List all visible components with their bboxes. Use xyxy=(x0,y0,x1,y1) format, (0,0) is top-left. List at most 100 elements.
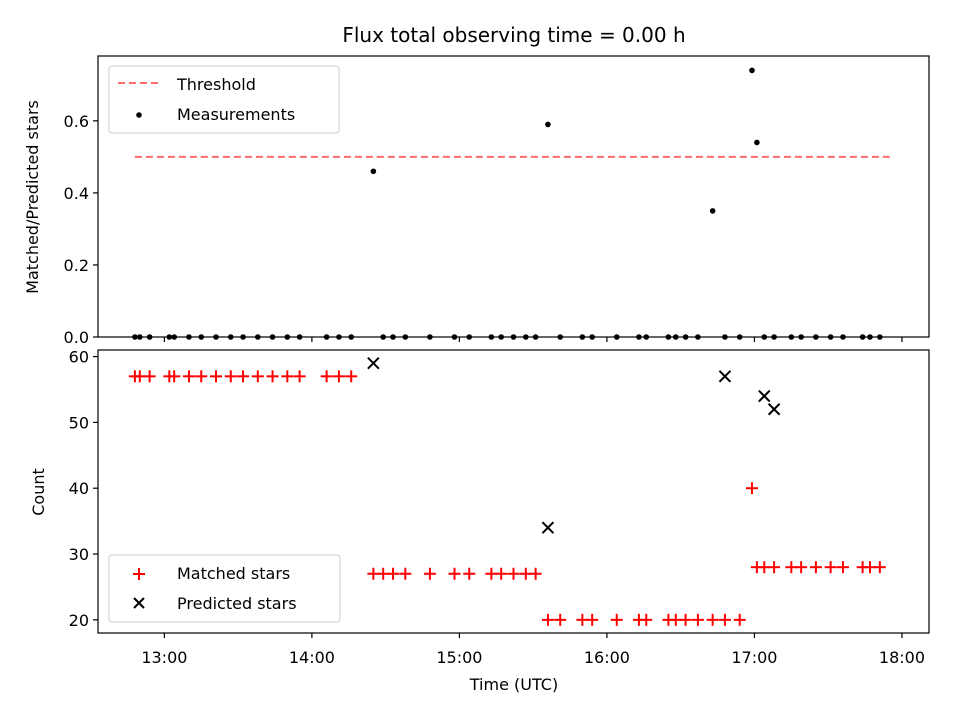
measurement-point xyxy=(545,121,551,128)
bottom-legend-box xyxy=(108,554,341,623)
matched-star-point xyxy=(733,613,746,626)
measurement-point xyxy=(370,168,377,175)
legend-matched-marker xyxy=(133,568,145,580)
matched-star-point xyxy=(610,613,623,626)
y-tick-label: 60 xyxy=(69,348,89,367)
bottom-x-ticks: 13:00 14:00 15:00 16:00 17:00 18:00 xyxy=(141,633,925,667)
measurement-point xyxy=(227,334,234,340)
top-x-ticks xyxy=(163,337,903,342)
x-tick-label: 16:00 xyxy=(584,648,630,667)
predicted-star-point xyxy=(718,370,732,383)
measurement-point xyxy=(754,139,760,146)
bottom-y-axis-label: Count xyxy=(29,468,48,516)
measurement-point xyxy=(269,334,276,340)
measurement-point xyxy=(240,334,246,340)
x-tick-label: 14:00 xyxy=(289,648,335,667)
measurement-point xyxy=(557,334,564,340)
matched-star-point xyxy=(824,561,837,574)
matched-star-point xyxy=(529,567,542,580)
matched-star-point xyxy=(182,370,195,383)
matched-star-point xyxy=(463,567,476,580)
predicted-star-point xyxy=(541,521,555,534)
y-tick-label: 50 xyxy=(69,413,89,432)
matched-star-point xyxy=(679,613,692,626)
legend-measurement-marker xyxy=(136,112,142,118)
x-tick-label: 13:00 xyxy=(141,648,187,667)
measurement-point xyxy=(771,334,777,340)
y-tick-label: 40 xyxy=(69,479,89,498)
matched-star-point xyxy=(706,613,719,626)
top-panel: 0.0 0.2 0.4 0.6 Matched/Predicted stars Thr… xyxy=(23,55,930,347)
y-tick-label: 0.0 xyxy=(64,328,89,347)
measurement-point xyxy=(579,334,586,340)
matched-star-point xyxy=(387,567,400,580)
matched-star-point xyxy=(237,370,250,383)
top-data-marks xyxy=(132,67,890,340)
measurement-point xyxy=(877,334,883,340)
measurement-point xyxy=(284,334,291,340)
measurement-point xyxy=(613,334,620,340)
matched-star-point xyxy=(423,567,436,580)
y-tick-label: 30 xyxy=(69,545,89,564)
measurement-point xyxy=(132,334,138,340)
measurement-point xyxy=(827,334,834,340)
measurement-point xyxy=(488,334,495,340)
measurement-point xyxy=(722,334,728,340)
matched-star-point xyxy=(507,567,520,580)
measurement-point xyxy=(589,334,595,340)
matched-star-point xyxy=(320,370,333,383)
measurement-point xyxy=(695,334,701,340)
measurement-point xyxy=(665,334,672,340)
measurement-point xyxy=(255,334,261,340)
matched-star-point xyxy=(554,613,567,626)
measurement-point xyxy=(296,334,303,340)
x-tick-label: 18:00 xyxy=(879,648,925,667)
matched-star-point xyxy=(718,613,731,626)
matched-star-point xyxy=(768,561,781,574)
top-y-ticks: 0.0 0.2 0.4 0.6 xyxy=(64,112,98,347)
measurement-point xyxy=(166,334,173,340)
matched-star-point xyxy=(809,561,822,574)
legend-measurements-label: Measurements xyxy=(177,105,295,124)
measurement-point xyxy=(198,334,205,340)
matched-star-point xyxy=(332,370,345,383)
matched-star-point xyxy=(836,561,849,574)
matched-star-point xyxy=(210,370,223,383)
bottom-plot-frame xyxy=(97,349,930,634)
top-legend-box xyxy=(108,65,340,134)
bottom-panel: 20 30 40 50 60 13:00 14:00 15:00 16:00 17:00 18:0… xyxy=(29,348,930,694)
matched-star-point xyxy=(281,370,294,383)
bottom-y-ticks: 20 30 40 50 60 xyxy=(69,348,98,630)
matched-star-point xyxy=(448,567,461,580)
matched-star-point xyxy=(691,613,704,626)
matched-star-point xyxy=(345,370,358,383)
measurement-point xyxy=(749,67,755,74)
measurement-point xyxy=(867,334,873,340)
matched-star-point xyxy=(293,370,306,383)
matched-star-point xyxy=(224,370,237,383)
matched-star-point xyxy=(873,561,886,574)
matched-star-point xyxy=(640,613,653,626)
measurement-point xyxy=(859,334,866,340)
legend-predicted-label: Predicted stars xyxy=(177,594,297,613)
matched-star-point xyxy=(399,567,412,580)
matched-star-point xyxy=(495,567,508,580)
measurement-point xyxy=(213,334,219,340)
measurement-point xyxy=(336,334,342,340)
top-legend: Threshold Measurements xyxy=(108,65,340,134)
y-tick-label: 0.6 xyxy=(64,112,89,131)
measurement-point xyxy=(522,334,529,340)
x-axis-label: Time (UTC) xyxy=(469,675,558,694)
y-tick-label: 0.4 xyxy=(64,184,89,203)
predicted-star-point xyxy=(367,356,380,370)
y-tick-label: 0.2 xyxy=(64,256,89,275)
matched-star-point xyxy=(586,613,599,626)
measurement-point xyxy=(171,334,178,340)
legend-matched-label: Matched stars xyxy=(177,564,290,583)
bottom-legend: Matched stars Predicted stars xyxy=(108,554,341,623)
measurement-point xyxy=(532,334,539,340)
matched-star-point xyxy=(168,370,181,383)
matched-star-point xyxy=(143,370,156,383)
y-tick-label: 20 xyxy=(69,611,89,630)
